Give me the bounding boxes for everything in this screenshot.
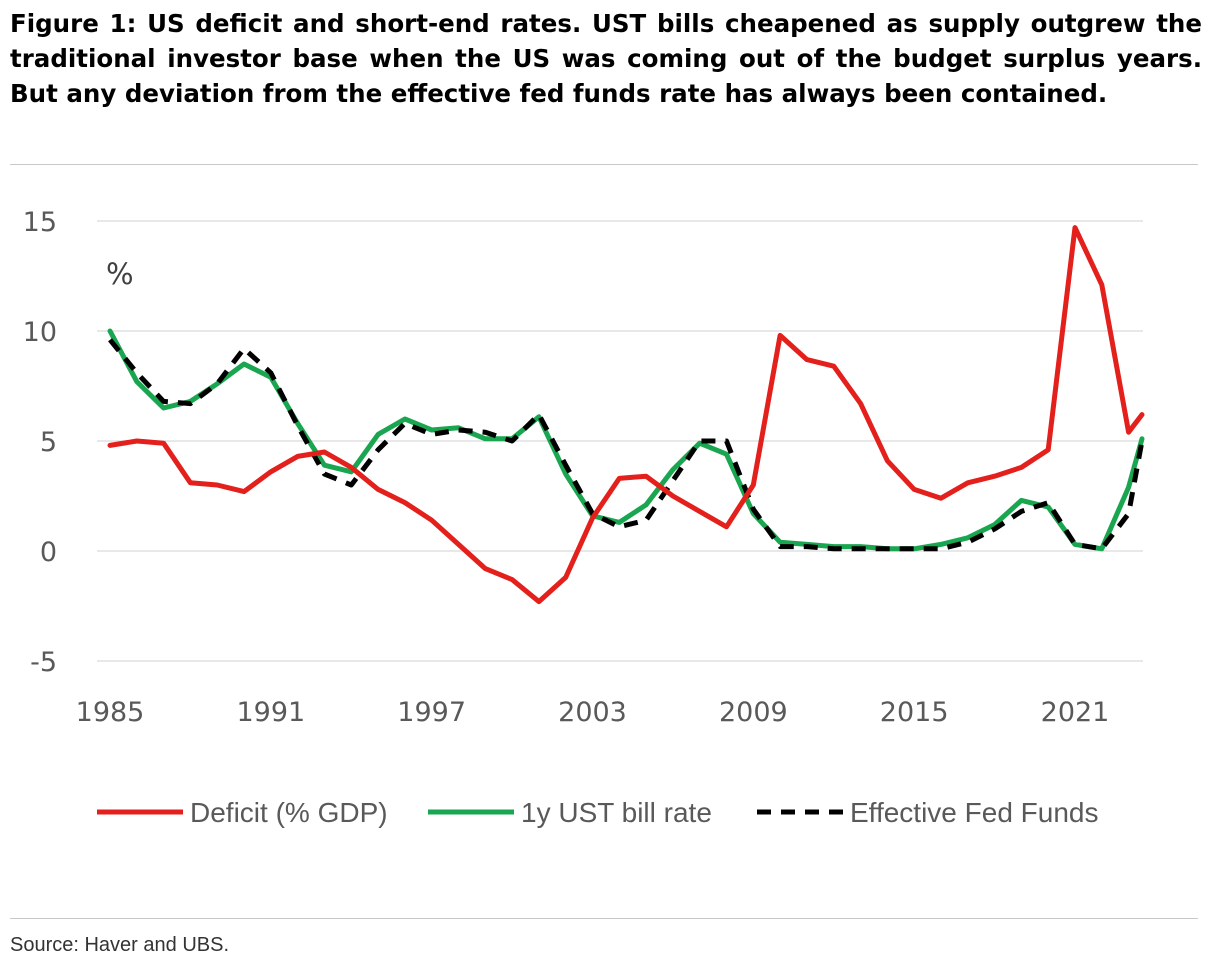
x-tick-label: 2009 [719,697,788,728]
y-tick-label: -5 [30,647,57,678]
y-tick-label: 15 [23,207,57,238]
x-tick-label: 2003 [558,697,627,728]
x-tick-label: 2015 [880,697,949,728]
legend-label: Effective Fed Funds [850,797,1099,828]
y-tick-label: 5 [40,427,57,458]
x-tick-label: 2021 [1041,697,1110,728]
bottom-divider [10,918,1198,919]
line-chart: -5 0 5 10 15 1985 1991 1997 2003 2009 2015 2021% Def… [23,207,1145,828]
unit-label: % [106,257,134,291]
legend-label: Deficit (% GDP) [190,797,388,828]
x-tick-label: 1997 [397,697,466,728]
series-line-1 [107,328,1145,552]
series-line-2 [108,338,1145,552]
top-divider [10,164,1198,165]
source-note: Source: Haver and UBS. [10,934,229,956]
x-tick-label: 1991 [236,697,305,728]
x-tick-label: 1985 [76,697,145,728]
figure-title: Figure 1: US deficit and short-end rates… [10,9,1202,108]
y-tick-label: 10 [23,317,57,348]
legend-label: 1y UST bill rate [521,797,712,828]
y-tick-label: 0 [40,537,57,568]
series-line-0 [107,225,1145,605]
